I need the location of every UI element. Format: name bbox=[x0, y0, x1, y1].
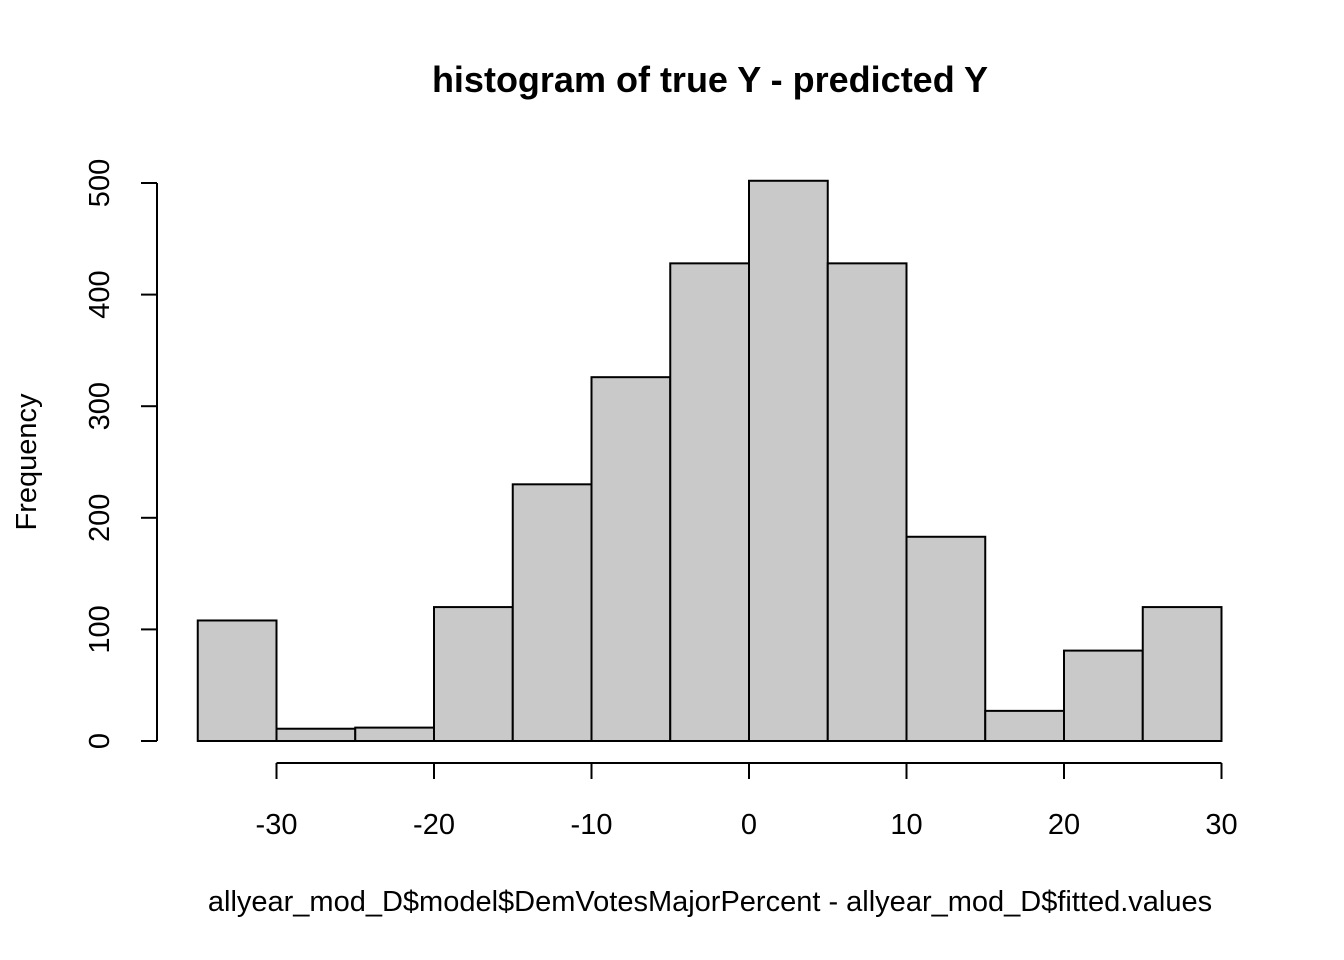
histogram-bar bbox=[748, 179, 829, 742]
histogram-bar bbox=[669, 262, 750, 742]
histogram-bar bbox=[433, 606, 514, 743]
histogram-bar bbox=[354, 726, 435, 742]
histogram-bar bbox=[511, 483, 593, 742]
histogram-bar bbox=[905, 535, 987, 742]
histogram-bar bbox=[196, 619, 278, 742]
x-tick-label: -20 bbox=[413, 809, 455, 841]
y-tick-label: 400 bbox=[84, 270, 116, 318]
x-tick-label: -30 bbox=[256, 809, 298, 841]
histogram-bar bbox=[826, 262, 908, 742]
chart-title: histogram of true Y - predicted Y bbox=[432, 59, 988, 100]
histogram-bar bbox=[275, 727, 357, 742]
bars-group bbox=[196, 179, 1223, 743]
y-axis-label: Frequency bbox=[11, 393, 43, 531]
histogram-bar bbox=[1141, 606, 1223, 743]
x-axis-label: allyear_mod_D$model$DemVotesMajorPercent… bbox=[208, 886, 1212, 918]
x-tick-label: -10 bbox=[571, 809, 613, 841]
x-tick-label: 30 bbox=[1205, 809, 1237, 841]
y-tick-label: 500 bbox=[84, 159, 116, 207]
x-tick-label: 0 bbox=[741, 809, 757, 841]
histogram-bar bbox=[590, 376, 672, 742]
histogram-bar bbox=[984, 709, 1065, 742]
y-tick-label: 0 bbox=[84, 733, 116, 749]
x-axis: -30 -20 -10 0 10 20 30 bbox=[256, 762, 1238, 841]
y-tick-label: 100 bbox=[84, 605, 116, 653]
y-tick-label: 200 bbox=[84, 494, 116, 542]
y-axis: 0 100 200 300 400 500 bbox=[84, 159, 158, 749]
histogram-bar bbox=[1063, 649, 1144, 742]
x-tick-label: 10 bbox=[890, 809, 922, 841]
y-tick-label: 300 bbox=[84, 382, 116, 430]
x-tick-label: 20 bbox=[1048, 809, 1080, 841]
